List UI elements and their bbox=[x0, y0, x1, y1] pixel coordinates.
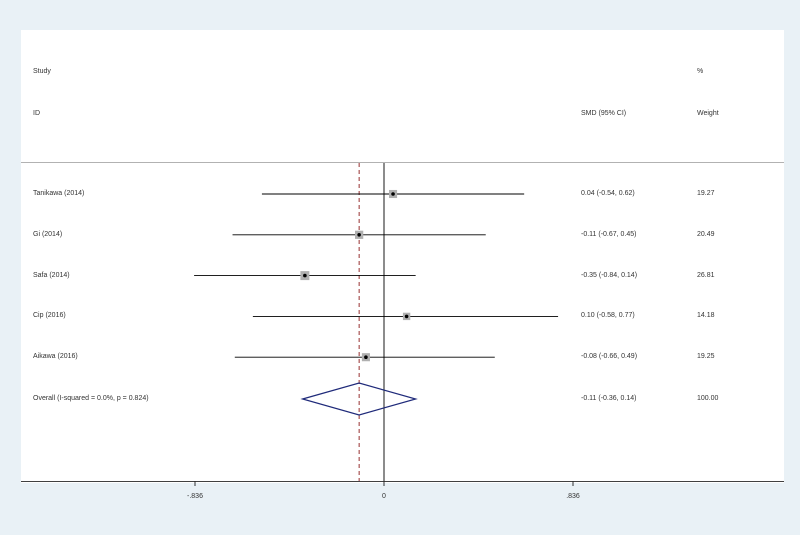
header-ci: SMD (95% CI) bbox=[581, 110, 627, 117]
study-ci-text: -0.35 (-0.84, 0.14) bbox=[581, 271, 638, 279]
study-weight-text: 14.18 bbox=[697, 312, 715, 320]
study-name: Safa (2014) bbox=[33, 271, 70, 279]
study-point-estimate bbox=[391, 192, 395, 196]
study-ci-text: 0.10 (-0.58, 0.77) bbox=[581, 312, 635, 320]
study-ci-text: -0.08 (-0.66, 0.49) bbox=[581, 353, 638, 361]
overall-weight-text: 100.00 bbox=[697, 395, 719, 402]
study-ci-text: -0.11 (-0.67, 0.45) bbox=[581, 230, 637, 238]
x-tick-label: .836 bbox=[566, 493, 580, 500]
x-tick-label: 0 bbox=[382, 493, 386, 500]
study-weight-text: 19.27 bbox=[697, 190, 715, 197]
study-weight-text: 19.25 bbox=[697, 353, 715, 361]
overall-label: Overall (I-squared = 0.0%, p = 0.824) bbox=[33, 395, 149, 402]
study-weight-text: 20.49 bbox=[697, 230, 715, 238]
study-point-estimate bbox=[357, 233, 361, 237]
header-weight-percent: % bbox=[697, 68, 704, 75]
study-weight-text: 26.81 bbox=[697, 271, 715, 279]
header-study: Study bbox=[33, 68, 51, 75]
header-id: ID bbox=[33, 110, 40, 117]
study-name: Cip (2016) bbox=[33, 312, 66, 320]
study-point-estimate bbox=[364, 355, 368, 360]
overall-ci-text: -0.11 (-0.36, 0.14) bbox=[581, 395, 637, 402]
header-weight: Weight bbox=[697, 110, 719, 117]
study-name: Aikawa (2016) bbox=[33, 353, 78, 361]
study-point-estimate bbox=[303, 273, 307, 278]
study-point-estimate bbox=[404, 314, 409, 319]
study-name: Gi (2014) bbox=[33, 230, 63, 238]
plot-panel bbox=[21, 30, 784, 483]
study-name: Tanikawa (2014) bbox=[33, 190, 85, 197]
overall-diamond bbox=[300, 382, 418, 416]
study-ci-text: 0.04 (-0.54, 0.62) bbox=[581, 190, 635, 197]
x-tick-label: -.836 bbox=[187, 493, 203, 500]
